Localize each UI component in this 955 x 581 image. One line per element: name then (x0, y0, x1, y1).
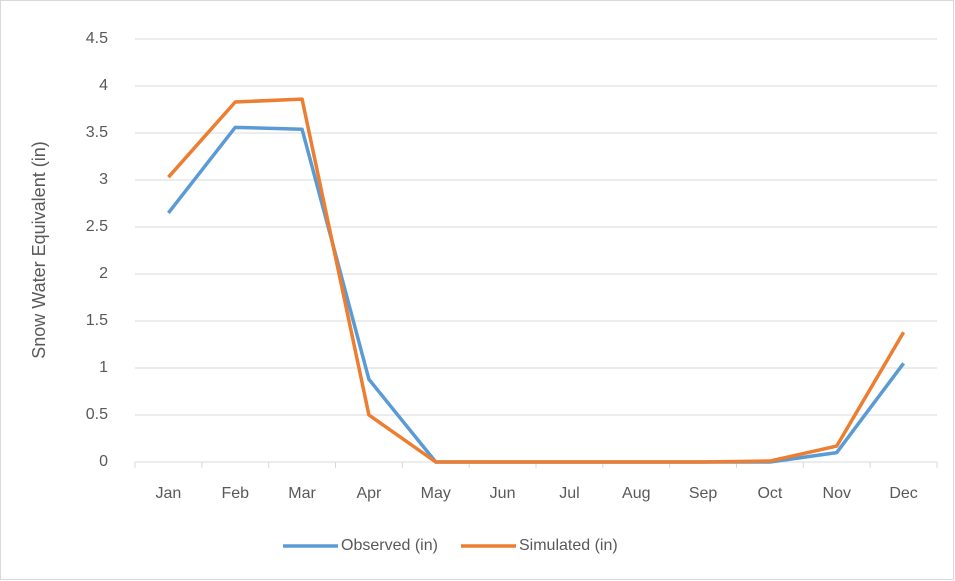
x-tick-label: Jan (156, 485, 182, 502)
x-tick-label: Feb (221, 485, 249, 502)
y-tick-label: 3.5 (86, 124, 108, 141)
y-tick-label: 1 (99, 359, 108, 376)
y-tick-label: 2 (99, 265, 108, 282)
y-tick-label: 3 (99, 171, 108, 188)
x-tick-label: Dec (889, 485, 917, 502)
x-tick-label: Oct (757, 485, 782, 502)
x-tick-label: May (421, 485, 451, 502)
x-tick-label: Sep (689, 485, 718, 502)
x-tick-label: Apr (356, 485, 382, 502)
legend-label: Simulated (in) (519, 537, 618, 554)
y-axis-label: Snow Water Equivalent (in) (29, 141, 49, 358)
x-tick-label: Aug (622, 485, 650, 502)
legend-label: Observed (in) (341, 537, 438, 554)
y-tick-label: 4.5 (86, 30, 108, 47)
y-tick-label: 2.5 (86, 218, 108, 235)
x-tick-label: Jun (490, 485, 516, 502)
y-tick-label: 1.5 (86, 312, 108, 329)
y-tick-label: 0 (99, 453, 108, 470)
data-line (167, 97, 906, 464)
x-tick-label: Jul (559, 485, 579, 502)
x-tick-label: Nov (823, 485, 851, 502)
y-tick-label: 0.5 (86, 406, 108, 423)
x-tick-label: Mar (288, 485, 316, 502)
y-tick-label: 4 (99, 77, 108, 94)
